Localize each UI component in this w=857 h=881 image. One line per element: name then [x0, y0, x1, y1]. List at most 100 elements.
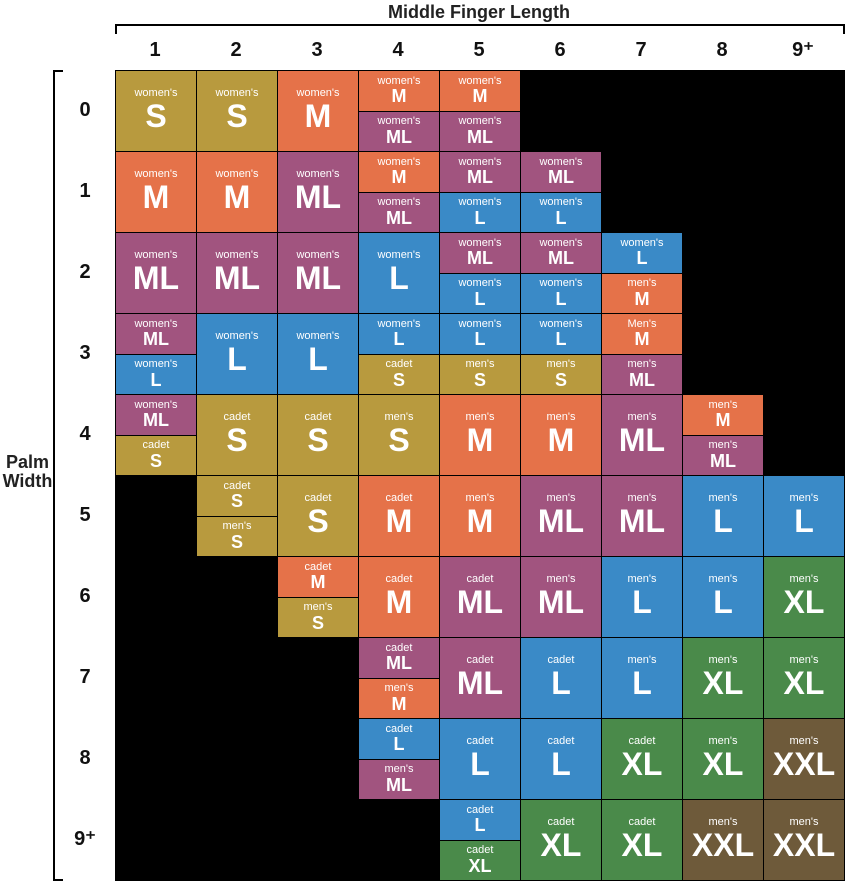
col-tick: 8: [682, 30, 762, 70]
size-cell: [764, 71, 844, 151]
segment-size: S: [231, 533, 243, 552]
size-segment: [683, 152, 763, 232]
size-segment: [764, 71, 844, 151]
size-segment: cadetM: [359, 476, 439, 556]
segment-size: XL: [784, 667, 825, 701]
size-segment: [602, 71, 682, 151]
size-cell: men'sXL: [683, 719, 763, 799]
segment-size: XL: [784, 586, 825, 620]
size-segment: women'sML: [116, 395, 196, 435]
size-cell: women'sM women'sML: [440, 71, 520, 151]
size-segment: men'sML: [521, 557, 601, 637]
segment-size: L: [551, 667, 571, 701]
segment-size: M: [143, 181, 170, 215]
size-cell: [197, 638, 277, 718]
size-segment: men'sXL: [683, 638, 763, 718]
row-tick: 9⁺: [55, 799, 115, 879]
size-cell: women'sL: [359, 233, 439, 313]
size-segment: cadetM: [278, 557, 358, 597]
segment-category: men's: [466, 359, 495, 371]
size-cell: women'sML: [197, 233, 277, 313]
size-segment: women'sL: [359, 233, 439, 313]
segment-category: men's: [385, 683, 414, 695]
size-cell: cadetXL: [521, 800, 601, 880]
size-segment: women'sML: [521, 233, 601, 273]
size-segment: men'sM: [440, 476, 520, 556]
size-cell: [116, 557, 196, 637]
segment-size: S: [231, 492, 243, 511]
size-segment: men'sL: [764, 476, 844, 556]
size-cell: [764, 233, 844, 313]
size-cell: men'sML: [521, 557, 601, 637]
size-cell: Men'sMmen'sML: [602, 314, 682, 394]
size-segment: men'sM: [521, 395, 601, 475]
size-cell: cadetM: [359, 476, 439, 556]
segment-size: S: [312, 614, 324, 633]
size-segment: [521, 71, 601, 151]
size-segment: women'sL: [359, 314, 439, 354]
segment-size: L: [394, 735, 405, 754]
size-cell: women'sMwomen'sML: [359, 152, 439, 232]
size-cell: cadetS: [197, 395, 277, 475]
size-segment: men'sML: [359, 759, 439, 800]
size-cell: women'sMLwomen'sL: [521, 152, 601, 232]
size-segment: women'sM: [197, 152, 277, 232]
size-cell: [278, 800, 358, 880]
size-cell: [116, 800, 196, 880]
segment-category: women's: [539, 278, 582, 290]
row-tick: 4: [55, 394, 115, 474]
size-segment: women'sL: [440, 273, 520, 314]
size-cell: [116, 638, 196, 718]
size-cell: cadetML: [440, 557, 520, 637]
size-cell: men'sL: [602, 638, 682, 718]
size-cell: women'sMLwomen'sL: [521, 233, 601, 313]
size-segment: [116, 719, 196, 799]
size-segment: women'sM: [359, 152, 439, 192]
segment-size: L: [632, 586, 652, 620]
size-segment: women'sL: [602, 233, 682, 273]
segment-category: men's: [628, 278, 657, 290]
size-segment: [683, 314, 763, 394]
size-segment: [359, 800, 439, 880]
size-segment: men'sS: [359, 395, 439, 475]
segment-size: M: [467, 505, 494, 539]
segment-size: M: [392, 87, 407, 106]
size-segment: men'sML: [521, 476, 601, 556]
segment-category: women's: [458, 116, 501, 128]
segment-category: women's: [377, 116, 420, 128]
size-cell: women'sM: [116, 152, 196, 232]
segment-category: cadet: [143, 440, 170, 452]
size-segment: [278, 638, 358, 718]
row-tick: 7: [55, 637, 115, 717]
size-segment: [278, 719, 358, 799]
segment-size: ML: [295, 262, 341, 296]
size-cell: [764, 395, 844, 475]
size-segment: women'sM: [116, 152, 196, 232]
size-segment: men'sXXL: [683, 800, 763, 880]
segment-size: ML: [143, 330, 169, 349]
size-cell: cadetMmen'sS: [278, 557, 358, 637]
col-tick: 5: [439, 30, 519, 70]
size-cell: [683, 233, 763, 313]
row-tick: 2: [55, 232, 115, 312]
segment-size: L: [475, 290, 486, 309]
segment-size: ML: [457, 586, 503, 620]
size-cell: cadetSmen'sS: [197, 476, 277, 556]
segment-size: ML: [467, 128, 493, 147]
segment-size: ML: [538, 505, 584, 539]
size-segment: women'sML: [359, 111, 439, 152]
size-cell: [116, 476, 196, 556]
size-segment: [764, 395, 844, 475]
size-cell: women'sMLwomen'sL: [116, 314, 196, 394]
segment-category: men's: [709, 440, 738, 452]
size-segment: [764, 152, 844, 232]
size-segment: women'sM: [440, 71, 520, 111]
segment-size: S: [307, 424, 328, 458]
row-ticks: 0123456789⁺: [55, 70, 115, 879]
size-cell: women'sLmen'sM: [602, 233, 682, 313]
size-segment: [197, 800, 277, 880]
y-axis-label-line1: Palm: [0, 453, 55, 473]
segment-size: M: [392, 695, 407, 714]
row-tick: 5: [55, 475, 115, 555]
col-tick: 7: [601, 30, 681, 70]
